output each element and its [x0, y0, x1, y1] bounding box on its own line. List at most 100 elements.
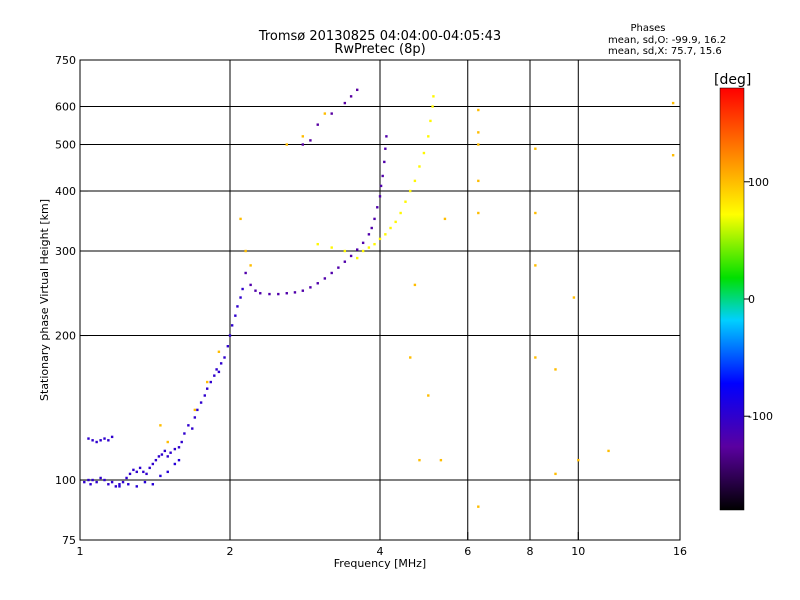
data-point — [534, 211, 537, 215]
data-point — [91, 478, 94, 482]
data-point — [135, 470, 138, 474]
x-tick-label: 4 — [377, 545, 384, 558]
data-point — [554, 368, 557, 371]
x-tick-labels: 1 2 4 6 8 10 16 — [77, 545, 688, 558]
data-point — [355, 248, 359, 251]
data-point — [163, 449, 167, 453]
data-point — [107, 483, 110, 486]
stats-line-x: mean, sd,X: 75.7, 15.6 — [608, 46, 722, 57]
data-point — [132, 468, 135, 472]
data-point — [173, 462, 177, 466]
data-point — [128, 472, 132, 476]
data-point — [309, 286, 312, 289]
colorbar-tick-label: 0 — [748, 293, 755, 306]
data-point — [87, 478, 90, 482]
data-point — [277, 292, 280, 296]
data-point — [157, 455, 161, 458]
data-point — [355, 256, 359, 260]
data-point — [95, 440, 98, 444]
data-point — [432, 95, 435, 98]
data-point — [399, 211, 402, 215]
y-tick-label: 500 — [55, 139, 76, 152]
data-point — [477, 505, 480, 508]
data-point — [110, 480, 114, 484]
y-tick-labels: 75 100 200 300 400 500 600 750 — [55, 54, 76, 547]
data-point — [534, 356, 537, 359]
data-point — [404, 200, 407, 203]
x-tick-label: 2 — [227, 545, 234, 558]
data-point — [477, 211, 480, 215]
y-tick-label: 75 — [62, 534, 76, 547]
data-point — [249, 264, 252, 267]
y-tick-label: 750 — [55, 54, 76, 67]
data-point — [379, 184, 383, 188]
data-point — [91, 439, 94, 442]
data-point — [209, 380, 212, 384]
data-point — [367, 233, 371, 236]
data-point — [249, 283, 252, 287]
colorbar-tick-label: 100 — [748, 176, 769, 189]
data-point — [285, 292, 288, 295]
y-tick-label: 400 — [55, 185, 76, 198]
data-point — [217, 370, 221, 374]
data-point — [394, 220, 397, 224]
stats-heading: Phases — [630, 23, 665, 34]
data-point — [254, 289, 257, 292]
data-point — [349, 254, 353, 258]
data-point — [239, 296, 242, 299]
data-point — [431, 105, 434, 108]
data-point — [477, 179, 480, 183]
data-point — [349, 95, 353, 98]
data-point — [316, 282, 319, 285]
data-point — [89, 483, 92, 486]
data-point — [477, 108, 480, 112]
data-point — [367, 246, 371, 249]
data-point — [413, 283, 417, 287]
data-point — [148, 466, 151, 470]
data-point — [166, 440, 169, 444]
data-point — [323, 277, 327, 280]
data-point — [151, 462, 155, 466]
data-point — [323, 112, 327, 115]
data-point — [110, 435, 114, 439]
y-axis-label: Stationary phase Virtual Height [km] — [38, 199, 51, 401]
data-point — [234, 314, 237, 317]
data-point — [427, 394, 430, 397]
data-point — [477, 143, 480, 146]
data-point — [477, 131, 480, 134]
chart-subtitle: RwPretec (8p) — [334, 42, 425, 57]
data-point — [373, 242, 376, 246]
data-point — [154, 458, 158, 462]
data-point — [409, 189, 412, 193]
x-tick-label: 1 — [77, 545, 84, 558]
data-point — [151, 483, 155, 486]
data-point — [127, 483, 130, 486]
data-point — [422, 151, 426, 155]
data-points — [83, 88, 675, 508]
data-point — [114, 485, 118, 488]
data-point — [241, 287, 244, 291]
data-point — [361, 249, 365, 253]
data-point — [330, 246, 333, 249]
data-point — [384, 233, 387, 236]
data-point — [671, 101, 675, 105]
data-point — [193, 416, 197, 419]
data-point — [166, 455, 169, 458]
data-point — [180, 440, 183, 444]
data-point — [159, 474, 162, 478]
data-point — [343, 249, 347, 253]
y-tick-label: 300 — [55, 245, 76, 258]
data-point — [355, 88, 359, 92]
data-point — [177, 446, 181, 449]
x-tick-label: 8 — [527, 545, 534, 558]
data-point — [226, 345, 230, 348]
data-point — [301, 135, 305, 138]
grid — [80, 60, 680, 540]
data-point — [236, 305, 239, 308]
data-point — [145, 472, 148, 476]
y-tick-label: 100 — [55, 474, 76, 487]
data-point — [244, 271, 247, 275]
data-point — [427, 135, 430, 138]
data-point — [193, 408, 197, 412]
data-point — [213, 374, 216, 377]
